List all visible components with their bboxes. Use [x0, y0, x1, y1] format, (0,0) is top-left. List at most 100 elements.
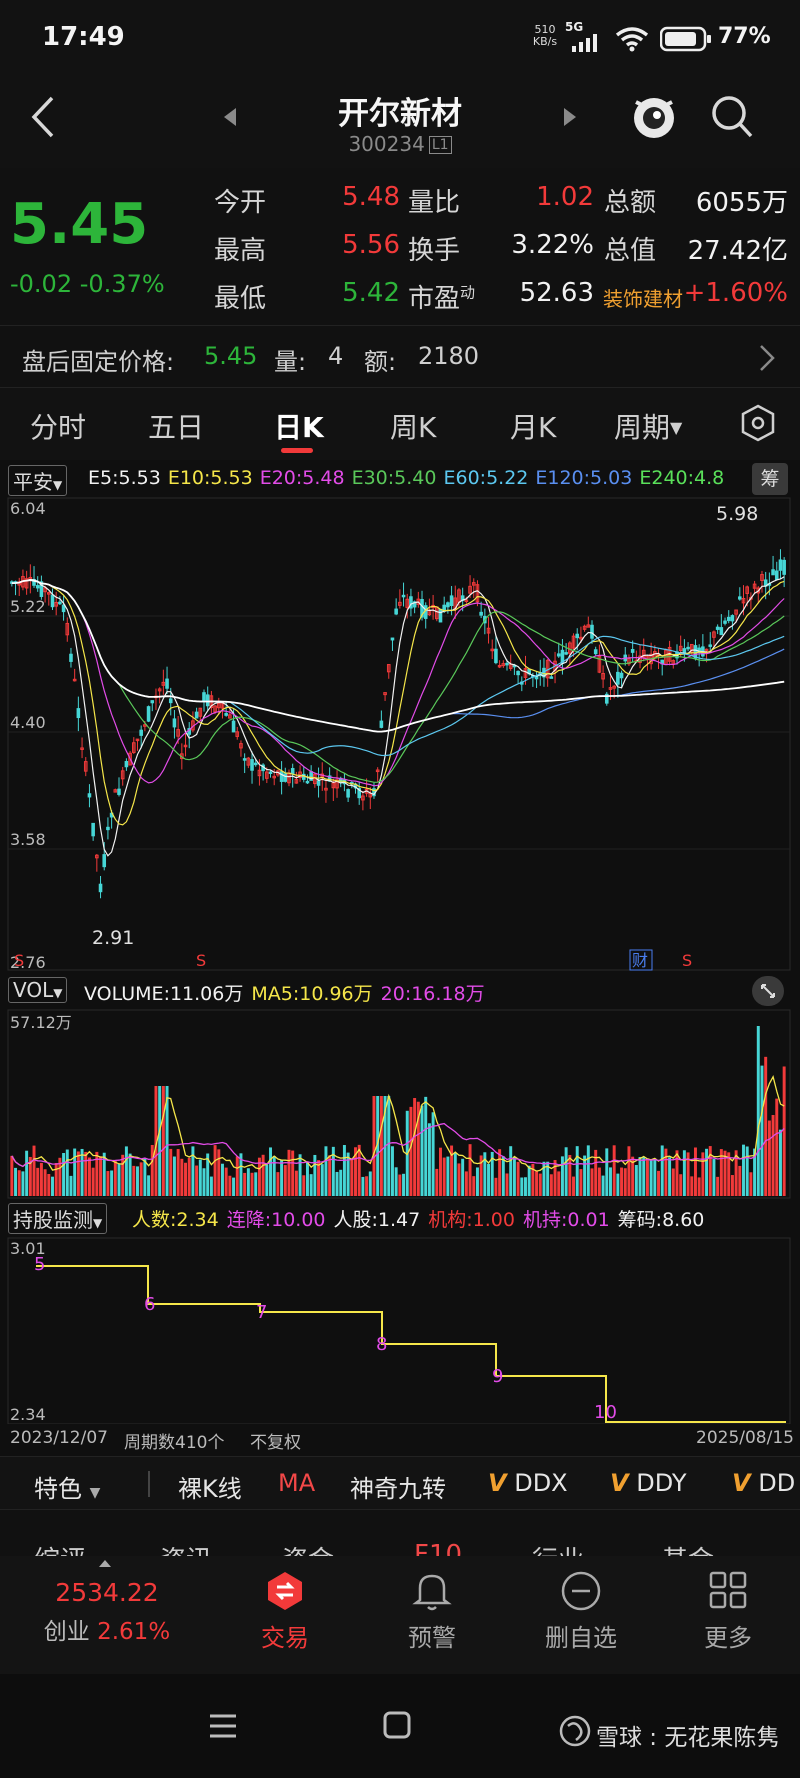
menu-icon[interactable] [208, 1712, 238, 1740]
volume-bar [84, 1151, 88, 1196]
volume-bar [235, 1156, 239, 1196]
tab-monthly-k[interactable]: 月K [510, 411, 557, 444]
candle-body [590, 624, 594, 639]
volume-selector[interactable]: VOL▼ [8, 977, 68, 1003]
candle-body [726, 616, 731, 622]
stock-code: 300234 L1 [0, 132, 800, 156]
volume-bar [745, 1146, 749, 1196]
volume-bar [147, 1175, 151, 1196]
back-arrow-icon[interactable] [28, 94, 58, 140]
candle-body [627, 658, 631, 665]
volume-bar [209, 1176, 213, 1196]
candle-body [231, 720, 236, 733]
expand-icon[interactable] [752, 976, 784, 1006]
legend-item: MA5:10.96万 [251, 983, 373, 1005]
feature-ddy[interactable]: V DDY [610, 1469, 687, 1497]
tab-intraday[interactable]: 分时 [30, 411, 87, 444]
volume-bar [239, 1153, 243, 1196]
feature-naked-k[interactable]: 裸K线 [178, 1475, 242, 1503]
bottom-nav: 2534.22 创业 2.61% 交易 预警 删自选 更多 [0, 1556, 800, 1674]
info-tab-f10[interactable]: F10 [414, 1540, 463, 1556]
nav-alerts[interactable]: 预警 [408, 1624, 456, 1652]
indicator-selector[interactable]: 平安▼ [8, 465, 68, 496]
tab-five-day[interactable]: 五日 [148, 411, 205, 444]
earnings-marker[interactable]: 财 [632, 951, 648, 970]
feature-magic-nine[interactable]: 神奇九转 [350, 1475, 446, 1503]
candle-body [102, 854, 107, 868]
volume-bar [668, 1157, 672, 1196]
info-tab-fund[interactable]: 基金 [662, 1540, 714, 1556]
home-icon[interactable] [382, 1710, 412, 1740]
index-change[interactable]: 创业 2.61% [43, 1619, 171, 1645]
after-hours-row[interactable]: 盘后固定价格: 5.45 量: 4 额: 2180 [0, 326, 800, 388]
volume-bar [73, 1148, 77, 1196]
tab-weekly-k[interactable]: 周K [390, 411, 437, 444]
earnings-marker-box [629, 949, 653, 971]
event-marker-s3[interactable]: S [682, 951, 692, 970]
candle-body [782, 559, 786, 575]
info-tab-funds[interactable]: 资金 [282, 1540, 334, 1556]
info-tab-industry[interactable]: 行业 [532, 1540, 584, 1556]
volume-bar [302, 1175, 306, 1196]
caret-down-icon: ▼ [670, 418, 683, 437]
candle-body [368, 793, 373, 798]
candle-body [409, 596, 413, 609]
feature-selector[interactable]: 特色 ▼ [34, 1475, 101, 1503]
expand-up-icon[interactable] [98, 1558, 112, 1568]
info-tab-rating[interactable]: 综评 [34, 1540, 86, 1556]
nav-remove-watchlist[interactable]: 删自选 [545, 1624, 617, 1652]
volume-bar [25, 1150, 29, 1196]
volume-chart[interactable]: 57.12万 [0, 1008, 800, 1200]
volume-bar [642, 1157, 646, 1196]
volume-bar [527, 1165, 531, 1196]
industry-change[interactable]: +1.60% [683, 278, 788, 308]
candlestick-chart[interactable]: 6.04 5.22 4.40 3.58 2.76 5.98 2.91 S S 财… [0, 496, 800, 974]
nav-more[interactable]: 更多 [704, 1624, 752, 1652]
feature-dd-partial[interactable]: V DD [732, 1469, 796, 1497]
candle-body [202, 692, 206, 702]
candle-body [630, 649, 635, 653]
volume-bar [154, 1086, 158, 1196]
event-marker-s1[interactable]: S [14, 951, 24, 970]
volume-y-max: 57.12万 [10, 1013, 72, 1032]
index-value[interactable]: 2534.22 [55, 1578, 159, 1607]
prev-stock-icon[interactable] [222, 106, 238, 128]
tab-period[interactable]: 周期▼ [614, 411, 683, 444]
holding-selector[interactable]: 持股监测▼ [8, 1203, 108, 1234]
wifi-icon [615, 27, 649, 52]
industry-label[interactable]: 装饰建材 [603, 287, 683, 311]
volume-bar [99, 1156, 103, 1196]
candle-body [571, 635, 576, 649]
network-type: 5G [565, 20, 584, 34]
volume-bar [479, 1155, 483, 1196]
next-stock-icon[interactable] [562, 106, 578, 128]
feature-ma[interactable]: MA [278, 1469, 316, 1497]
settings-hexagon-icon[interactable] [740, 404, 776, 442]
info-tab-news[interactable]: 资讯 [160, 1540, 212, 1556]
volume-bar [176, 1149, 180, 1196]
volume-bar [483, 1152, 487, 1196]
tab-daily-k[interactable]: 日K [274, 411, 324, 444]
feature-ddx[interactable]: V DDX [488, 1469, 568, 1497]
nav-trade[interactable]: 交易 [261, 1624, 309, 1652]
mascot-icon[interactable] [630, 92, 678, 144]
candle-body [265, 771, 269, 779]
after-hours-label: 盘后固定价格: [22, 348, 175, 376]
candle-body [593, 649, 598, 655]
volume-bar [376, 1096, 380, 1196]
step-label-8: 8 [376, 1334, 387, 1355]
volume-bar [169, 1148, 173, 1196]
date-start: 2023/12/07 [10, 1428, 108, 1448]
vip-v-icon: V [488, 1469, 507, 1497]
volume-bar [95, 1151, 99, 1196]
volume-bar [265, 1164, 269, 1196]
adjust-mode[interactable]: 不复权 [250, 1433, 301, 1453]
candle-body [771, 569, 775, 576]
search-icon[interactable] [710, 94, 754, 140]
chip-distribution-button[interactable]: 筹 [752, 463, 788, 495]
holding-step-chart[interactable]: 3.01 2.34 5 6 7 8 9 10 [0, 1236, 800, 1424]
event-marker-s2[interactable]: S [196, 951, 206, 970]
volume-bar [453, 1152, 457, 1196]
candle-body [549, 676, 554, 679]
system-nav-bar: 雪球 : 无花果陈隽 [0, 1674, 800, 1778]
